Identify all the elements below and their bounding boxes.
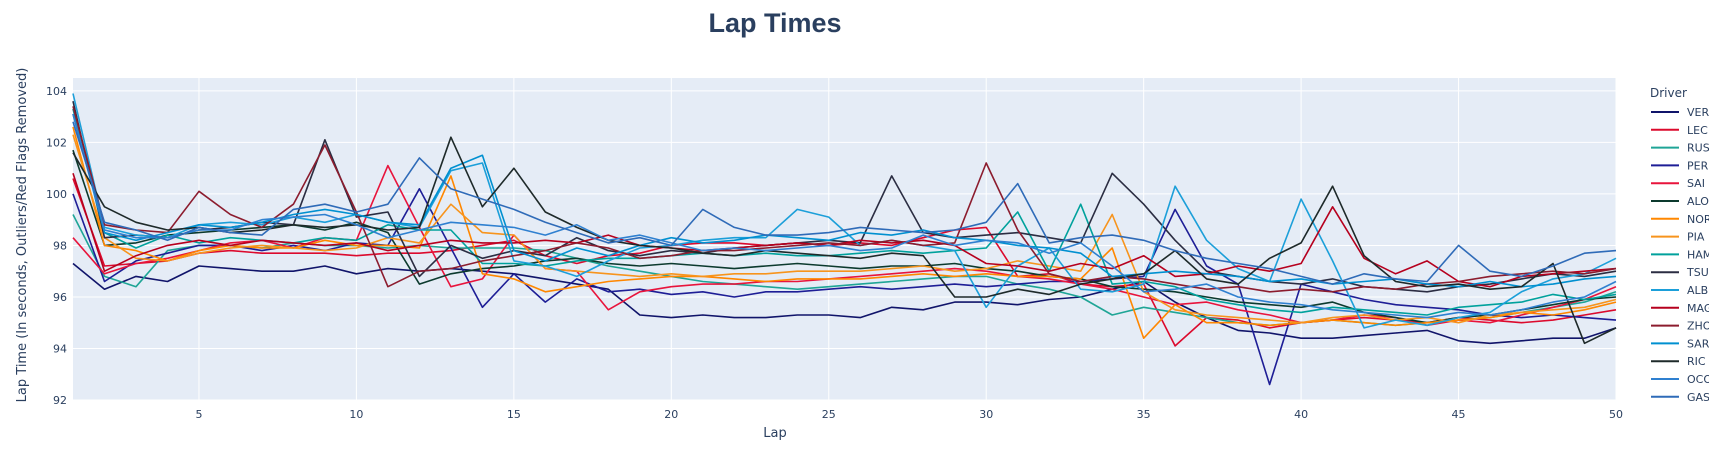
legend-label: NOR (1687, 213, 1709, 226)
legend-label: OCO (1687, 373, 1709, 386)
legend-label: ZHO (1687, 320, 1709, 333)
series-line-per (72, 188, 1617, 386)
legend-item-oco[interactable]: OCO (1651, 373, 1709, 386)
legend-label: PIA (1687, 231, 1705, 244)
legend-label: SAI (1687, 177, 1705, 190)
legend-item-sai[interactable]: SAI (1651, 177, 1705, 190)
legend-item-rus[interactable]: RUS (1651, 142, 1709, 155)
x-axis-title: Lap (763, 426, 786, 441)
legend-label: SAR (1687, 337, 1709, 350)
legend-label: ALB (1687, 284, 1708, 297)
series-line-ham (72, 108, 1617, 316)
legend-label: TSU (1686, 266, 1709, 279)
legend-label: LEC (1687, 124, 1708, 137)
legend-item-per[interactable]: PER (1651, 159, 1709, 172)
legend-label: RUS (1687, 142, 1709, 155)
y-tick-label: 94 (53, 342, 67, 355)
legend-label: ALO (1687, 195, 1709, 208)
x-tick-label: 10 (349, 408, 363, 421)
legend-label: MAG (1687, 302, 1709, 315)
legend-item-ver[interactable]: VER (1651, 106, 1709, 119)
legend-item-zho[interactable]: ZHO (1651, 320, 1709, 333)
legend-item-nor[interactable]: NOR (1651, 213, 1709, 226)
legend-item-ric[interactable]: RIC (1651, 355, 1706, 368)
legend-title: Driver (1650, 86, 1687, 100)
legend-item-alb[interactable]: ALB (1651, 284, 1708, 297)
y-axis-ticks: 92 94 96 98 100 102 104 (46, 85, 67, 407)
legend-label: VER (1687, 106, 1709, 119)
series-line-ver (72, 262, 1617, 345)
chart-title: Lap Times (708, 8, 841, 38)
y-axis-title: Lap Time (In seconds, Outliers/Red Flags… (15, 68, 30, 403)
series-line-zho (72, 106, 1617, 293)
legend-item-gas[interactable]: GAS (1651, 391, 1709, 404)
legend-label: GAS (1687, 391, 1709, 404)
series-line-tsu (72, 101, 1617, 293)
y-tick-label: 98 (53, 239, 67, 252)
x-tick-label: 20 (664, 408, 678, 421)
series-lines (72, 93, 1617, 386)
series-line-oco (72, 113, 1617, 319)
series-line-nor (72, 126, 1617, 340)
x-tick-label: 45 (1452, 408, 1466, 421)
legend-label: HAM (1687, 248, 1709, 261)
x-tick-label: 30 (979, 408, 993, 421)
x-tick-label: 25 (822, 408, 836, 421)
x-tick-label: 50 (1609, 408, 1623, 421)
legend-item-sar[interactable]: SAR (1651, 337, 1709, 350)
legend-label: PER (1687, 159, 1709, 172)
series-line-sar (72, 113, 1617, 288)
y-tick-label: 96 (53, 291, 67, 304)
y-tick-label: 102 (46, 136, 67, 149)
legend[interactable]: Driver VER LEC RUS PER SAI ALO NOR PIA HAM TSU ALB… (1650, 86, 1709, 404)
legend-item-alo[interactable]: ALO (1651, 195, 1709, 208)
legend-label: RIC (1687, 355, 1706, 368)
x-tick-label: 35 (1137, 408, 1151, 421)
legend-item-mag[interactable]: MAG (1651, 302, 1709, 315)
legend-item-lec[interactable]: LEC (1651, 124, 1708, 137)
legend-item-pia[interactable]: PIA (1651, 231, 1705, 244)
series-line-gas (72, 121, 1617, 285)
x-tick-label: 15 (507, 408, 521, 421)
x-tick-label: 5 (195, 408, 202, 421)
series-line-alb (72, 93, 1617, 329)
series-line-ric (72, 136, 1617, 345)
plot-area (73, 78, 1616, 400)
legend-item-ham[interactable]: HAM (1651, 248, 1709, 261)
y-tick-label: 104 (46, 85, 67, 98)
y-tick-label: 92 (53, 394, 67, 407)
x-axis-ticks: 5 10 15 20 25 30 35 40 45 50 (195, 408, 1623, 421)
x-tick-label: 40 (1294, 408, 1308, 421)
legend-item-tsu[interactable]: TSU (1651, 266, 1709, 279)
series-line-alo (72, 149, 1617, 324)
series-line-mag (72, 173, 1617, 288)
y-tick-label: 100 (46, 188, 67, 201)
